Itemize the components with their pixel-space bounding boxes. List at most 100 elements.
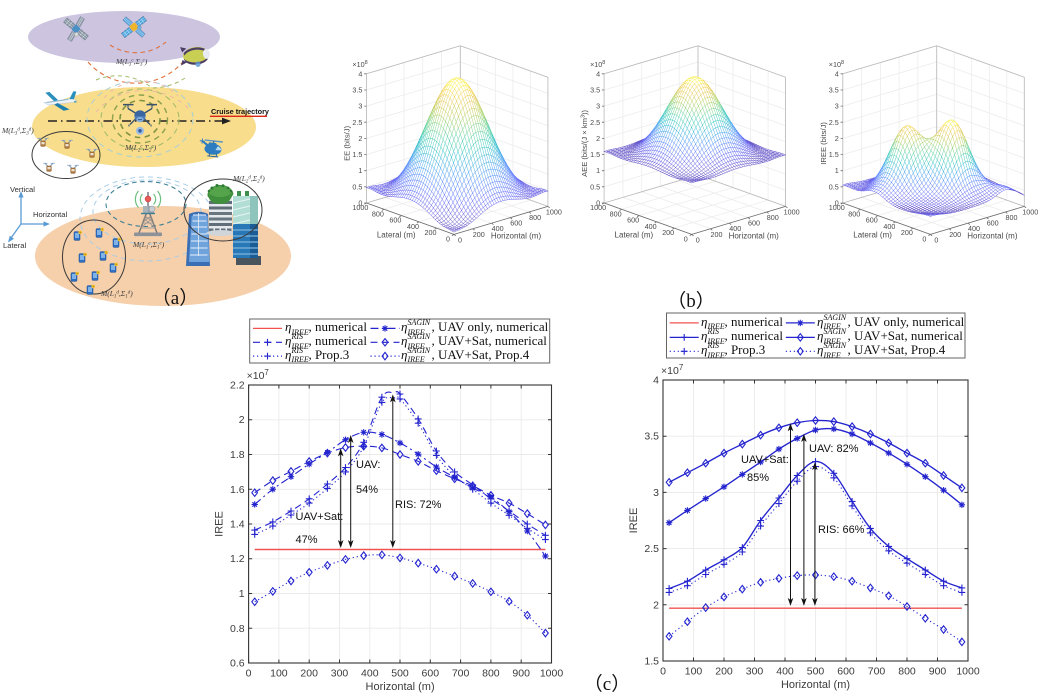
svg-text:200: 200	[300, 668, 318, 680]
svg-text:800: 800	[529, 213, 541, 222]
svg-text:1.4: 1.4	[230, 519, 245, 531]
svg-text:2: 2	[358, 134, 362, 143]
svg-text:Cruise trajectory: Cruise trajectory	[211, 107, 270, 116]
svg-text:0: 0	[922, 234, 926, 243]
svg-text:0: 0	[684, 234, 688, 243]
svg-text:4: 4	[358, 69, 362, 78]
svg-text:×108: ×108	[352, 60, 367, 69]
svg-text:600: 600	[627, 216, 639, 225]
svg-text:4: 4	[596, 69, 600, 78]
svg-text:M(L1c,Σ1c): M(L1c,Σ1c)	[132, 240, 165, 251]
svg-text:85%: 85%	[747, 472, 769, 484]
svg-text:400: 400	[776, 666, 794, 678]
svg-text:M(L2d,Σ2d): M(L2d,Σ2d)	[232, 174, 265, 185]
svg-text:×107: ×107	[247, 368, 270, 382]
svg-text:2: 2	[653, 599, 659, 611]
svg-text:M(L2c,Σ2c): M(L2c,Σ2c)	[124, 143, 157, 154]
svg-text:800: 800	[610, 209, 622, 218]
svg-text:×108: ×108	[590, 60, 605, 69]
svg-text:2.5: 2.5	[644, 543, 659, 555]
svg-text:1000: 1000	[352, 203, 368, 212]
svg-text:3: 3	[596, 102, 600, 111]
svg-text:200: 200	[473, 230, 485, 239]
svg-text:Horizontal (m): Horizontal (m)	[967, 231, 1018, 240]
svg-text:Lateral (m): Lateral (m)	[377, 231, 416, 240]
svg-text:（c）: （c）	[584, 673, 630, 695]
svg-text:200: 200	[949, 230, 961, 239]
svg-text:3: 3	[358, 102, 362, 111]
svg-text:1.6: 1.6	[230, 484, 245, 496]
svg-text:0: 0	[246, 668, 252, 680]
svg-text:0.8: 0.8	[230, 623, 245, 635]
svg-text:600: 600	[389, 216, 401, 225]
svg-text:3.5: 3.5	[644, 431, 659, 443]
svg-text:4: 4	[653, 375, 659, 387]
svg-text:Vertical: Vertical	[10, 185, 35, 194]
svg-text:0: 0	[446, 234, 450, 243]
svg-text:600: 600	[866, 216, 878, 225]
svg-text:1000: 1000	[784, 207, 800, 216]
svg-text:UAV+Sat:: UAV+Sat:	[741, 454, 789, 466]
svg-text:1.5: 1.5	[829, 150, 839, 159]
svg-text:1: 1	[596, 166, 600, 175]
svg-text:0.6: 0.6	[230, 658, 245, 670]
svg-text:Lateral: Lateral	[3, 241, 27, 250]
svg-text:200: 200	[711, 230, 723, 239]
svg-text:0: 0	[660, 666, 666, 678]
svg-text:1000: 1000	[546, 207, 562, 216]
svg-text:100: 100	[270, 668, 288, 680]
svg-text:2.2: 2.2	[230, 380, 245, 392]
svg-text:1000: 1000	[590, 203, 606, 212]
svg-text:（b）: （b）	[667, 290, 715, 312]
svg-text:1.5: 1.5	[644, 656, 659, 668]
svg-text:400: 400	[729, 224, 741, 233]
svg-text:400: 400	[883, 222, 895, 231]
svg-text:200: 200	[425, 228, 437, 237]
svg-text:2.5: 2.5	[590, 118, 600, 127]
svg-text:800: 800	[482, 668, 500, 680]
svg-text:RIS: 66%: RIS: 66%	[818, 524, 865, 536]
svg-text:Horizontal (m): Horizontal (m)	[781, 679, 850, 691]
svg-text:0.5: 0.5	[352, 182, 362, 191]
svg-text:200: 200	[715, 666, 733, 678]
svg-text:Lateral (m): Lateral (m)	[853, 231, 892, 240]
svg-text:100: 100	[685, 666, 703, 678]
svg-text:800: 800	[848, 209, 860, 218]
svg-text:400: 400	[645, 222, 657, 231]
svg-text:1: 1	[835, 166, 839, 175]
svg-text:×108: ×108	[829, 60, 844, 69]
svg-text:0: 0	[696, 235, 700, 244]
svg-text:M(L1d,Σ1d): M(L1d,Σ1d)	[100, 289, 133, 300]
svg-text:M(L3d,Σ3d): M(L3d,Σ3d)	[1, 126, 34, 137]
svg-text:IREE: IREE	[628, 508, 640, 534]
svg-text:400: 400	[407, 222, 419, 231]
svg-text:Horizontal (m): Horizontal (m)	[729, 231, 780, 240]
svg-text:1000: 1000	[956, 666, 980, 678]
svg-text:300: 300	[331, 668, 349, 680]
svg-text:3.5: 3.5	[829, 86, 839, 95]
svg-text:600: 600	[422, 668, 440, 680]
svg-text:IREE: IREE	[214, 511, 226, 537]
svg-text:Horizontal: Horizontal	[33, 210, 67, 219]
svg-text:1: 1	[358, 166, 362, 175]
svg-text:M(L3c,Σ3c): M(L3c,Σ3c)	[115, 57, 148, 68]
svg-text:700: 700	[868, 666, 886, 678]
svg-text:1.5: 1.5	[590, 150, 600, 159]
svg-text:0.5: 0.5	[829, 182, 839, 191]
svg-text:47%: 47%	[296, 534, 318, 546]
svg-text:0: 0	[934, 235, 938, 244]
svg-text:3: 3	[835, 102, 839, 111]
svg-text:600: 600	[748, 219, 760, 228]
svg-text:UAV: 82%: UAV: 82%	[809, 443, 859, 455]
svg-text:2: 2	[596, 134, 600, 143]
svg-text:1.2: 1.2	[230, 553, 245, 565]
svg-text:×107: ×107	[661, 363, 684, 377]
svg-text:400: 400	[968, 224, 980, 233]
svg-text:1: 1	[239, 588, 245, 600]
svg-text:500: 500	[807, 666, 825, 678]
svg-text:IREE (bits/J): IREE (bits/J)	[819, 122, 828, 165]
svg-text:Horizontal (m): Horizontal (m)	[491, 231, 542, 240]
svg-text:800: 800	[1006, 213, 1018, 222]
svg-text:300: 300	[746, 666, 764, 678]
svg-text:0: 0	[596, 199, 600, 208]
